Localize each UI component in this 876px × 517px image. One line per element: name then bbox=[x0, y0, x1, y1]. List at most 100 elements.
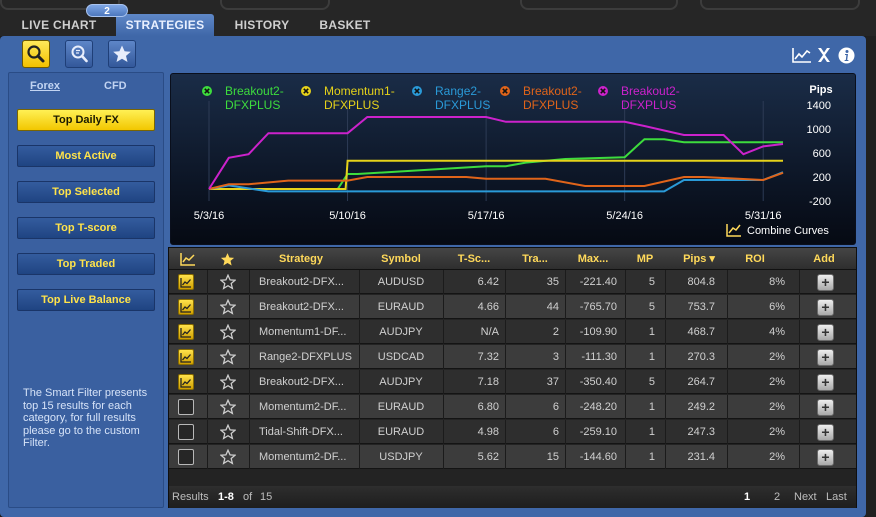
add-strategy-button[interactable]: + bbox=[817, 374, 834, 391]
next-page-link[interactable]: Next bbox=[794, 491, 817, 503]
add-strategy-button[interactable]: + bbox=[817, 349, 834, 366]
filter-top-t-score-button[interactable]: Top T-score bbox=[17, 217, 155, 239]
column-header-mp[interactable]: MP bbox=[636, 253, 654, 265]
zoom-search-icon bbox=[71, 45, 88, 63]
favorites-button[interactable] bbox=[108, 40, 136, 68]
column-separator bbox=[727, 295, 728, 319]
table-header: Strategy Symbol T-Sc... Tra... Max... MP… bbox=[169, 248, 856, 270]
combine-curves-label[interactable]: Combine Curves bbox=[747, 225, 829, 237]
strategy-cell[interactable]: Range2-DFXPLUS bbox=[259, 351, 352, 363]
strategy-cell[interactable]: Momentum2-DF... bbox=[259, 451, 347, 463]
table-row[interactable]: Momentum2-DF... USDJPY 5.62 15 -144.60 1 231.4… bbox=[169, 445, 856, 469]
show-on-chart-checkbox[interactable] bbox=[178, 449, 194, 465]
column-header-pips[interactable]: Pips ▾ bbox=[683, 253, 715, 265]
favorite-star-icon[interactable] bbox=[220, 274, 236, 290]
favorite-star-icon[interactable] bbox=[220, 299, 236, 315]
column-header-symbol[interactable]: Symbol bbox=[381, 253, 421, 265]
add-strategy-button[interactable]: + bbox=[817, 424, 834, 441]
search-button[interactable] bbox=[22, 40, 50, 68]
add-strategy-button[interactable]: + bbox=[817, 399, 834, 416]
column-header-roi[interactable]: ROI bbox=[745, 253, 765, 265]
show-on-chart-checkbox[interactable] bbox=[178, 274, 194, 290]
table-row[interactable]: Tidal-Shift-DFX... EURAUD 4.98 6 -259.10 1 247… bbox=[169, 420, 856, 444]
show-on-chart-checkbox[interactable] bbox=[178, 349, 194, 365]
filter-most-active-button[interactable]: Most Active bbox=[17, 145, 155, 167]
tab-strategies[interactable]: STRATEGIES bbox=[116, 14, 214, 36]
mp-cell: 1 bbox=[648, 451, 655, 463]
column-header-trades[interactable]: Tra... bbox=[522, 253, 548, 265]
page-link-1[interactable]: 1 bbox=[744, 491, 751, 503]
show-on-chart-checkbox[interactable] bbox=[178, 299, 194, 315]
chart-icon bbox=[180, 277, 191, 288]
filter-top-selected-button[interactable]: Top Selected bbox=[17, 181, 155, 203]
column-separator bbox=[665, 420, 666, 444]
roi-cell: 2% bbox=[769, 401, 785, 413]
column-header-strategy[interactable]: Strategy bbox=[278, 253, 324, 265]
strategy-cell[interactable]: Breakout2-DFX... bbox=[259, 301, 344, 313]
add-strategy-button[interactable]: + bbox=[817, 274, 834, 291]
advanced-search-button[interactable] bbox=[65, 40, 93, 68]
table-row[interactable]: Breakout2-DFX... AUDUSD 6.42 35 -221.40 5 804.… bbox=[169, 270, 856, 294]
show-on-chart-checkbox[interactable] bbox=[178, 374, 194, 390]
show-on-chart-checkbox[interactable] bbox=[178, 324, 194, 340]
add-strategy-button[interactable]: + bbox=[817, 299, 834, 316]
info-button[interactable] bbox=[836, 45, 856, 65]
table-row[interactable]: Momentum1-DF... AUDJPY N/A 2 -109.90 1 468.7 4%… bbox=[169, 320, 856, 344]
chart-view-button[interactable] bbox=[792, 45, 812, 65]
export-excel-button[interactable] bbox=[815, 45, 833, 65]
trades-cell: 6 bbox=[552, 426, 559, 438]
favorite-star-icon[interactable] bbox=[220, 399, 236, 415]
show-on-chart-checkbox[interactable] bbox=[178, 424, 194, 440]
table-row[interactable]: Breakout2-DFX... AUDJPY 7.18 37 -350.40 5 264.… bbox=[169, 370, 856, 394]
column-header-chart[interactable] bbox=[169, 248, 207, 270]
tscore-cell: 7.18 bbox=[477, 376, 499, 388]
results-range: 1-8 bbox=[218, 491, 234, 503]
filter-top-daily-fx-button[interactable]: Top Daily FX bbox=[17, 109, 155, 131]
page-link-2[interactable]: 2 bbox=[774, 491, 781, 503]
strategy-cell[interactable]: Momentum2-DF... bbox=[259, 401, 347, 413]
favorite-star-icon[interactable] bbox=[220, 424, 236, 440]
tab-live-chart[interactable]: LIVE CHART bbox=[21, 18, 97, 32]
add-strategy-button[interactable]: + bbox=[817, 449, 834, 466]
column-separator bbox=[249, 445, 250, 469]
tab-forex[interactable]: Forex bbox=[30, 80, 60, 92]
strategy-cell[interactable]: Breakout2-DFX... bbox=[259, 376, 344, 388]
chart-icon bbox=[180, 302, 191, 313]
column-header-favorite[interactable] bbox=[207, 248, 247, 270]
legend-label-4-line2: DFXPLUS bbox=[523, 98, 578, 112]
tab-history[interactable]: HISTORY bbox=[234, 18, 290, 32]
roi-cell: 4% bbox=[769, 326, 785, 338]
strategy-cell[interactable]: Tidal-Shift-DFX... bbox=[259, 426, 343, 438]
filter-top-live-balance-button[interactable]: Top Live Balance bbox=[17, 289, 155, 311]
table-row[interactable]: Momentum2-DF... EURAUD 6.80 6 -248.20 1 249.2 2… bbox=[169, 395, 856, 419]
symbol-cell: EURAUD bbox=[377, 401, 425, 413]
last-page-link[interactable]: Last bbox=[826, 491, 847, 503]
tab-basket[interactable]: BASKET bbox=[319, 18, 371, 32]
tab-cfd[interactable]: CFD bbox=[104, 80, 127, 92]
favorite-star-icon[interactable] bbox=[220, 374, 236, 390]
add-strategy-button[interactable]: + bbox=[817, 324, 834, 341]
filter-top-traded-button[interactable]: Top Traded bbox=[17, 253, 155, 275]
mp-cell: 5 bbox=[648, 276, 655, 288]
column-separator bbox=[505, 295, 506, 319]
favorite-star-icon[interactable] bbox=[220, 449, 236, 465]
column-separator bbox=[799, 370, 800, 394]
column-header-tscore[interactable]: T-Sc... bbox=[457, 253, 491, 265]
roi-cell: 6% bbox=[769, 301, 785, 313]
column-header-max-drawdown[interactable]: Max... bbox=[577, 253, 609, 265]
favorite-star-icon[interactable] bbox=[220, 349, 236, 365]
column-separator bbox=[443, 445, 444, 469]
favorite-star-icon[interactable] bbox=[220, 324, 236, 340]
strategy-cell[interactable]: Momentum1-DF... bbox=[259, 326, 347, 338]
close-icon bbox=[502, 88, 508, 94]
column-separator bbox=[443, 420, 444, 444]
table-row[interactable]: Breakout2-DFX... EURAUD 4.66 44 -765.70 5 753.… bbox=[169, 295, 856, 319]
pips-cell: 753.7 bbox=[687, 301, 715, 313]
chart-icon bbox=[180, 327, 191, 338]
column-header-add[interactable]: Add bbox=[813, 253, 835, 265]
combine-curves-icon-line bbox=[728, 224, 741, 234]
table-row[interactable]: Range2-DFXPLUS USDCAD 7.32 3 -111.30 1 270.3 2%… bbox=[169, 345, 856, 369]
max-drawdown-cell: -765.70 bbox=[579, 301, 617, 313]
strategy-cell[interactable]: Breakout2-DFX... bbox=[259, 276, 344, 288]
show-on-chart-checkbox[interactable] bbox=[178, 399, 194, 415]
